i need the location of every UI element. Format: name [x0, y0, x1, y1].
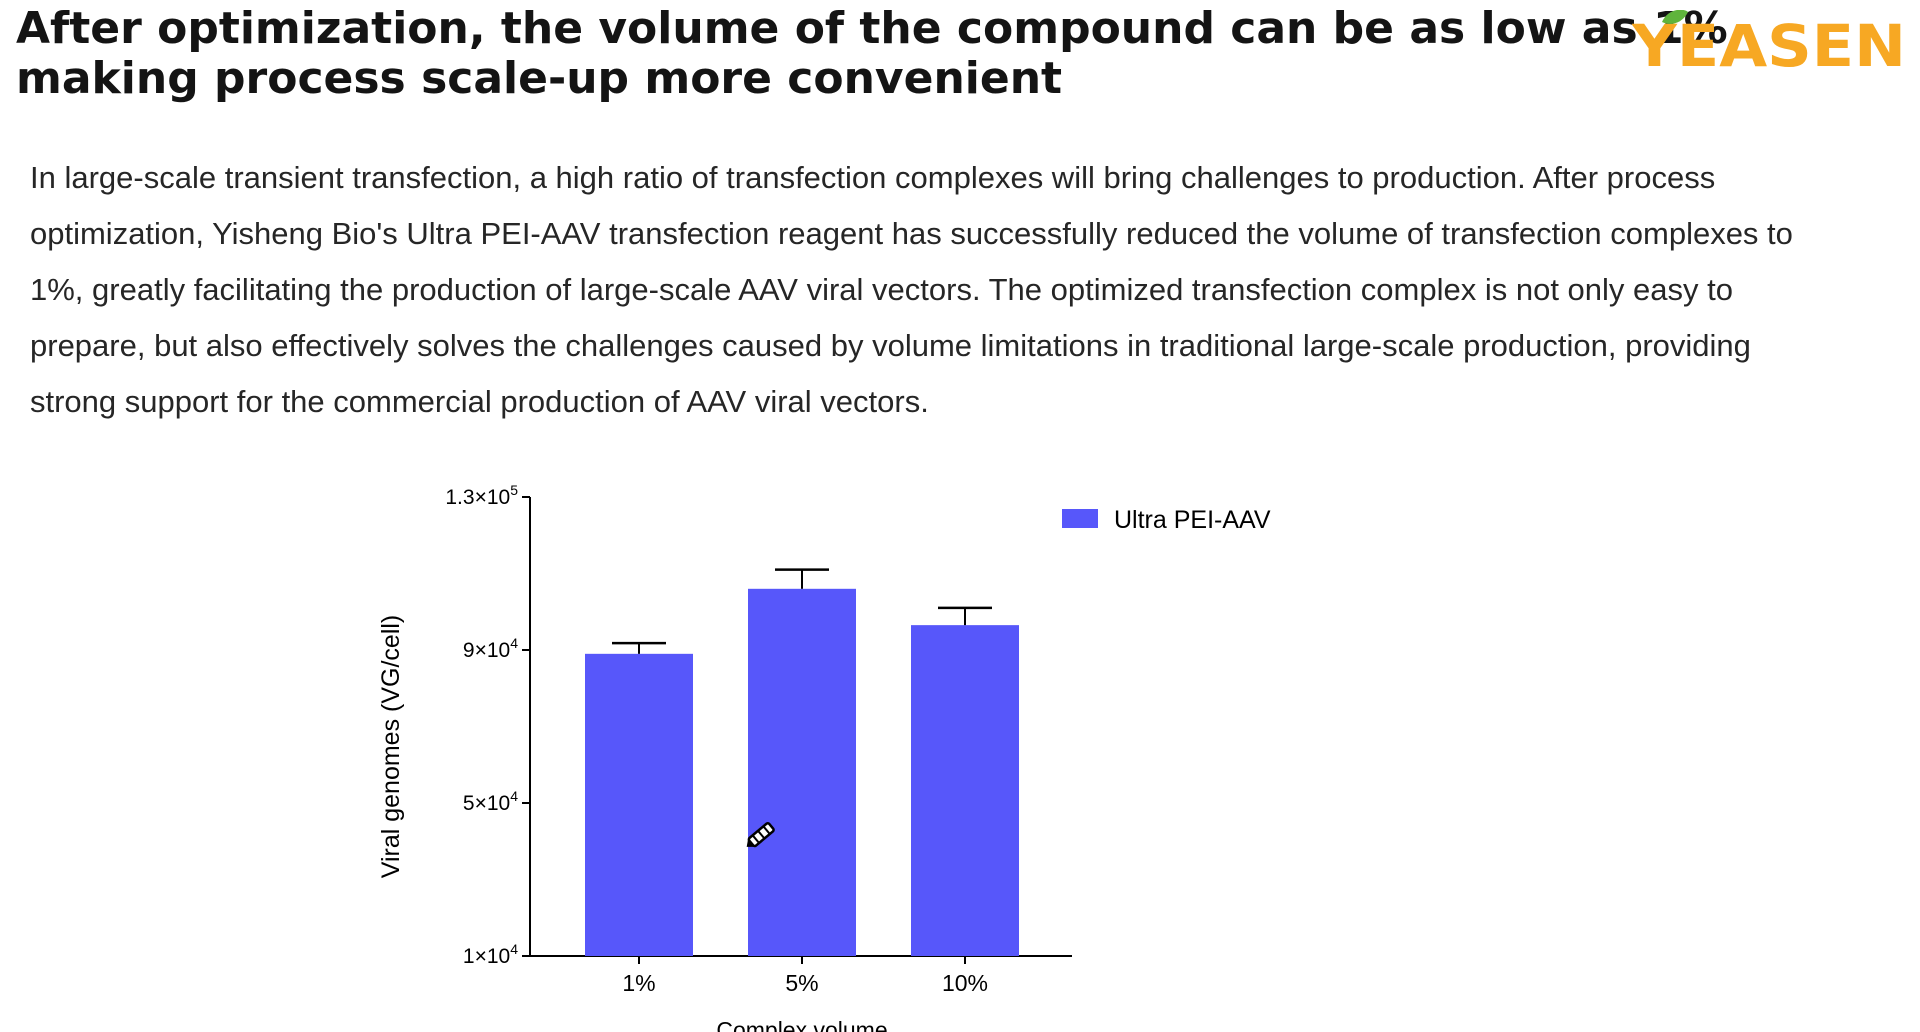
x-tick-label: 1%	[622, 970, 655, 996]
viral-genomes-bar-chart: 1×104 5×104 9×104 1.3×105 1% 5% 10% Viral gen…	[377, 482, 1271, 1032]
paragraph-line-1: In large-scale transient transfection, a…	[30, 160, 1716, 195]
bars	[585, 588, 1019, 956]
x-tick-label: 10%	[942, 970, 988, 996]
y-tick-label: 9×104	[463, 635, 518, 662]
x-tick-labels: 1% 5% 10%	[622, 956, 988, 996]
page-title-line-1: After optimization, the volume of the co…	[16, 3, 1745, 54]
pen-cursor-icon	[746, 822, 775, 848]
page-title-line-2: making process scale-up more convenient	[16, 53, 1063, 104]
bar	[911, 625, 1019, 956]
x-tick-label: 5%	[785, 970, 818, 996]
yeasen-logo: YEASEN	[1632, 10, 1906, 74]
leaf-icon	[1662, 10, 1688, 24]
y-tick-label: 1.3×105	[445, 482, 518, 509]
legend-swatch	[1062, 509, 1098, 528]
paragraph-line-5: strong support for the commercial produc…	[30, 384, 929, 419]
page-title: After optimization, the volume of the co…	[16, 3, 1745, 104]
legend-label: Ultra PEI-AAV	[1114, 506, 1271, 534]
y-tick-label: 1×104	[463, 941, 518, 968]
logo-wordmark: YEASEN	[1632, 12, 1906, 74]
error-bars	[612, 568, 992, 654]
paragraph-line-4: prepare, but also effectively solves the…	[30, 328, 1751, 363]
paragraph-line-2: optimization, Yisheng Bio's Ultra PEI-AA…	[30, 216, 1793, 251]
x-axis-title: Complex volume	[716, 1017, 887, 1032]
y-tick-label: 5×104	[463, 788, 518, 815]
bar	[748, 588, 856, 956]
description-paragraph: In large-scale transient transfection, a…	[30, 150, 1900, 430]
bar	[585, 653, 693, 956]
y-axis: 1×104 5×104 9×104 1.3×105	[445, 482, 531, 968]
y-axis-title: Viral genomes (VG/cell)	[377, 615, 405, 879]
legend: Ultra PEI-AAV	[1062, 506, 1271, 534]
paragraph-line-3: 1%, greatly facilitating the production …	[30, 272, 1733, 307]
